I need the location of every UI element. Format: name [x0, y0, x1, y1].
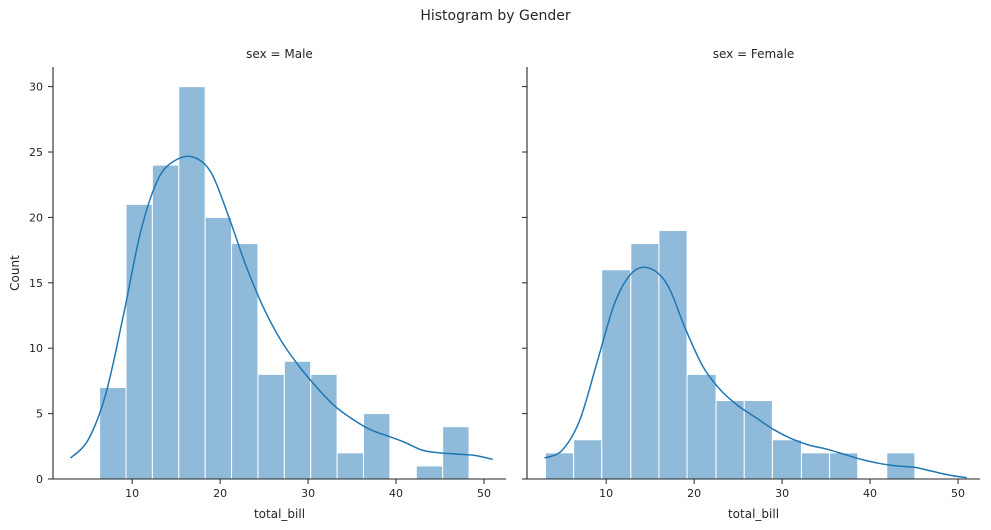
y-tick-label-male-0: 0	[36, 473, 43, 486]
x-tick-label-female-20: 20	[687, 487, 701, 500]
y-tick-label-male-5: 5	[36, 408, 43, 421]
histogram-bar-male-9	[336, 452, 365, 480]
figure-title: Histogram by Gender	[420, 8, 571, 24]
histogram-bar-male-3	[178, 86, 206, 480]
histogram-bar-male-4	[204, 216, 233, 480]
kde-line-female	[544, 266, 967, 479]
histogram-bar-male-10	[363, 413, 391, 480]
histogram-bar-male-5	[231, 243, 259, 480]
panel-title-male: sex = Male	[246, 47, 313, 61]
histogram-bar-male-8	[310, 373, 338, 480]
y-axis-label-male: Count	[8, 255, 22, 291]
x-tick-label-female-50: 50	[951, 487, 965, 500]
histogram-bar-female-5	[686, 373, 717, 480]
histogram-bar-female-2	[601, 269, 632, 480]
x-tick-label-female-30: 30	[775, 487, 789, 500]
y-tick-label-male-15: 15	[29, 277, 43, 290]
histogram-bar-female-3	[630, 243, 660, 480]
histogram-bar-female-8	[771, 439, 802, 480]
y-tick-label-male-25: 25	[29, 146, 43, 159]
x-tick-label-female-10: 10	[599, 487, 613, 500]
histogram-bar-male-6	[257, 373, 285, 480]
histogram-bar-male-7	[283, 360, 312, 480]
histogram-bar-female-6	[715, 400, 745, 480]
x-tick-label-male-20: 20	[213, 487, 227, 500]
y-tick-label-male-10: 10	[29, 342, 43, 355]
histogram-bar-male-2	[151, 164, 180, 480]
x-axis-label-female: total_bill	[728, 507, 779, 521]
histogram-bar-female-9	[800, 452, 831, 480]
x-tick-label-male-50: 50	[477, 487, 491, 500]
x-tick-label-male-40: 40	[389, 487, 403, 500]
histogram-bar-female-7	[743, 400, 773, 480]
x-tick-label-male-10: 10	[125, 487, 139, 500]
y-tick-label-male-20: 20	[29, 211, 43, 224]
panel-title-female: sex = Female	[713, 47, 795, 61]
histogram-bar-female-1	[573, 439, 603, 480]
x-tick-label-male-30: 30	[301, 487, 315, 500]
histogram-bar-male-1	[125, 203, 153, 480]
panel-male: 10 20 30 40 50 0 5 10 15 20 25 30 sex = Male total_bi…	[8, 47, 506, 521]
histogram-bar-female-4	[658, 229, 688, 480]
kde-line-male	[70, 155, 493, 461]
panel-female: 10 20 30 40 50 sex = Female total_bill	[522, 47, 980, 521]
x-axis-label-male: total_bill	[254, 507, 305, 521]
x-tick-label-female-40: 40	[863, 487, 877, 500]
y-tick-label-male-30: 30	[29, 81, 43, 94]
histogram-bar-male-12	[415, 465, 444, 480]
